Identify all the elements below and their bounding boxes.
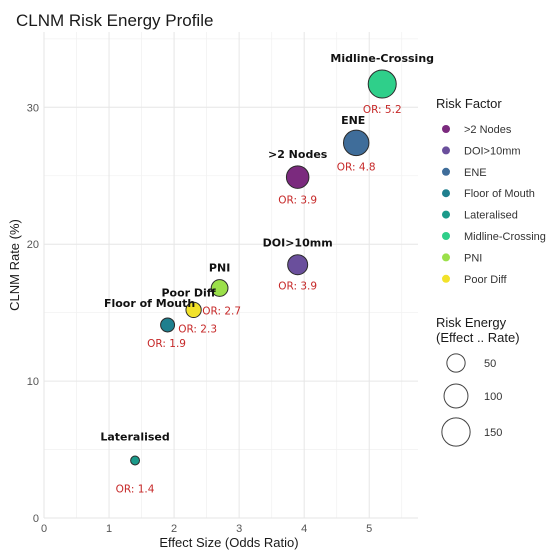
x-tick-label: 3: [236, 523, 242, 535]
legend-size-circle: [443, 383, 469, 409]
legend-color-label: >2 Nodes: [464, 124, 512, 136]
legend-size-label: 100: [484, 391, 502, 403]
legend-color-label: Floor of Mouth: [464, 188, 535, 200]
or-label: OR: 1.9: [147, 338, 186, 350]
size-legend-title-line2: (Effect .. Rate): [436, 330, 520, 345]
legend-color-swatch: [442, 232, 450, 240]
legend-color-label: Lateralised: [464, 210, 518, 222]
legend-size-label: 50: [484, 358, 496, 370]
legend-color-swatch: [442, 167, 450, 176]
legend-color-swatch: [442, 210, 450, 219]
data-point: [367, 69, 397, 99]
size-legend-title-line1: Risk Energy: [436, 315, 507, 330]
y-tick-label: 10: [27, 376, 39, 388]
or-label: OR: 5.2: [363, 104, 402, 116]
legend-color-swatch: [442, 189, 450, 198]
y-tick-label: 30: [27, 102, 39, 114]
or-label: OR: 4.8: [337, 162, 376, 174]
legend-color-label: ENE: [464, 167, 487, 179]
chart-title: CLNM Risk Energy Profile: [16, 11, 213, 30]
x-tick-label: 0: [41, 523, 47, 535]
point-label: DOI>10mm: [263, 237, 333, 250]
tick-layer: 0 1 2 3 4 5 0 10 20 30: [27, 102, 373, 535]
point-layer: [130, 69, 397, 466]
or-label: OR: 3.9: [278, 281, 317, 293]
legend-size-circle: [446, 353, 466, 373]
or-label: OR: 1.4: [116, 484, 155, 496]
x-tick-label: 5: [366, 523, 372, 535]
data-point: [342, 129, 370, 157]
color-legend: Risk Factor >2 Nodes DOI>10mm ENE Floor of …: [436, 96, 546, 286]
point-label: Midline-Crossing: [330, 52, 434, 65]
data-point: [210, 279, 229, 297]
data-point: [185, 301, 202, 319]
legend-color-label: Midline-Crossing: [464, 231, 546, 243]
data-point: [285, 165, 310, 189]
y-tick-label: 0: [33, 513, 39, 525]
point-label: PNI: [209, 262, 230, 275]
point-label: ENE: [341, 114, 365, 127]
or-label: OR: 2.7: [202, 305, 241, 317]
point-label: Lateralised: [100, 431, 169, 444]
y-tick-label: 20: [27, 239, 39, 251]
x-tick-label: 4: [301, 523, 307, 535]
data-point: [287, 254, 309, 276]
legend-color-swatch: [442, 146, 450, 155]
point-label: Floor of Mouth: [104, 297, 195, 310]
or-label: OR: 3.9: [278, 194, 317, 206]
legend-color-label: DOI>10mm: [464, 145, 521, 157]
legend-color-label: Poor Diff: [464, 274, 508, 286]
grid-layer: [43, 32, 418, 519]
size-legend: Risk Energy (Effect .. Rate) 50 100 150: [436, 315, 520, 447]
legend-color-swatch: [442, 253, 450, 262]
legend-size-label: 150: [484, 427, 502, 439]
y-axis-title: CLNM Rate (%): [7, 219, 22, 311]
color-legend-title: Risk Factor: [436, 96, 502, 111]
point-label: >2 Nodes: [268, 148, 328, 161]
point-label: Poor Diff: [161, 286, 215, 299]
or-label: OR: 2.3: [178, 324, 217, 336]
x-tick-label: 1: [106, 523, 112, 535]
data-point: [160, 317, 176, 333]
x-axis-title: Effect Size (Odds Ratio): [159, 535, 298, 550]
legend-color-swatch: [442, 274, 450, 283]
label-layer: >2 Nodes OR: 3.9 DOI>10mm OR: 3.9 ENE OR: 4.8…: [100, 52, 434, 495]
legend-color-swatch: [442, 125, 450, 133]
legend-color-label: PNI: [464, 252, 482, 264]
x-tick-label: 2: [171, 523, 177, 535]
data-point: [130, 455, 141, 466]
legend-size-circle: [441, 417, 471, 447]
